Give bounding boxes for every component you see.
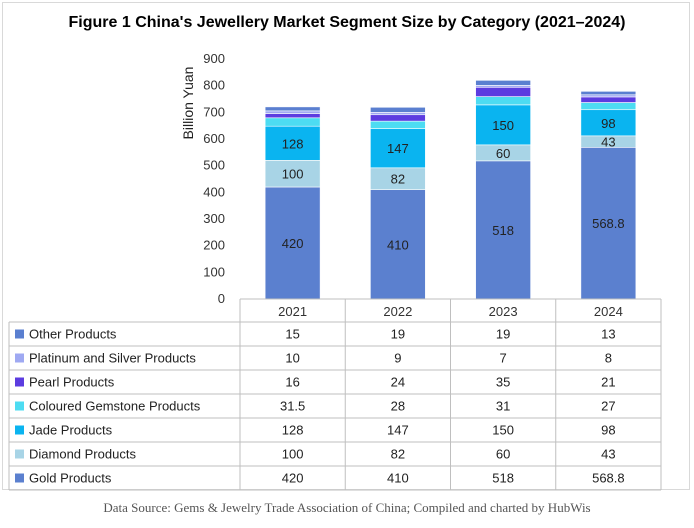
y-tick-label: 200 bbox=[203, 238, 225, 253]
bar-segment bbox=[264, 110, 321, 114]
table-cell: 9 bbox=[394, 351, 401, 366]
legend-swatch bbox=[15, 353, 24, 363]
y-tick-label: 0 bbox=[218, 291, 225, 306]
bar-segment bbox=[264, 117, 321, 127]
legend-swatch bbox=[15, 329, 24, 339]
table-cell: 128 bbox=[282, 423, 304, 438]
table-cell: 98 bbox=[601, 423, 615, 438]
data-label: 568.8 bbox=[592, 216, 625, 231]
table-cell: 13 bbox=[601, 327, 615, 342]
data-table: 2021 2022 2023 2024 Other Products 15 19 19 13 Pl… bbox=[8, 298, 662, 491]
x-tick-label: 2023 bbox=[489, 304, 518, 319]
table-cell: 568.8 bbox=[592, 471, 625, 486]
data-label: 43 bbox=[601, 135, 615, 150]
table-cell: 43 bbox=[601, 447, 615, 462]
bar-segment bbox=[580, 91, 637, 96]
bar-segment bbox=[370, 114, 426, 122]
bar-segment bbox=[475, 96, 531, 106]
bars: 420 100 128 410 82 147 518 60 150 568.8 43 98 bbox=[264, 80, 637, 300]
data-label: 100 bbox=[282, 167, 304, 182]
y-tick-label: 900 bbox=[203, 51, 225, 66]
data-label: 82 bbox=[391, 172, 405, 187]
y-tick-label: 700 bbox=[203, 104, 225, 119]
bar-segment bbox=[264, 106, 321, 112]
bar-segment bbox=[580, 96, 637, 103]
table-cell: 10 bbox=[285, 351, 299, 366]
x-tick-label: 2021 bbox=[278, 304, 307, 319]
legend-label: Gold Products bbox=[29, 471, 112, 486]
y-axis-label: Billion Yuan bbox=[180, 67, 196, 140]
data-label: 98 bbox=[601, 116, 615, 131]
bar-segment bbox=[264, 160, 321, 188]
y-tick-label: 400 bbox=[203, 184, 225, 199]
table-cell: 147 bbox=[387, 423, 409, 438]
stacked-bar-chart: Figure 1 China's Jewellery Market Segmen… bbox=[8, 14, 662, 491]
y-tick-label: 300 bbox=[203, 211, 225, 226]
table-cell: 7 bbox=[500, 351, 507, 366]
table-cell: 150 bbox=[492, 423, 514, 438]
axes: 0 100 200 300 400 500 600 700 800 900 bbox=[203, 51, 225, 306]
y-tick-label: 600 bbox=[203, 131, 225, 146]
bar-segment bbox=[580, 147, 637, 300]
y-tick-label: 800 bbox=[203, 78, 225, 93]
data-label: 60 bbox=[496, 146, 510, 161]
table-cell: 19 bbox=[391, 327, 405, 342]
table-cell: 420 bbox=[282, 471, 304, 486]
table-cell: 410 bbox=[387, 471, 409, 486]
legend-label: Other Products bbox=[29, 327, 117, 342]
data-label: 128 bbox=[282, 136, 304, 151]
table-cell: 35 bbox=[496, 375, 510, 390]
x-tick-label: 2022 bbox=[383, 304, 412, 319]
bar-segment bbox=[370, 112, 426, 116]
table-cell: 28 bbox=[391, 399, 405, 414]
table-cell: 19 bbox=[496, 327, 510, 342]
data-label: 420 bbox=[282, 236, 304, 251]
legend-label: Coloured Gemstone Products bbox=[29, 399, 201, 414]
bar-segment bbox=[264, 113, 321, 119]
data-label: 518 bbox=[492, 223, 514, 238]
table-cell: 100 bbox=[282, 447, 304, 462]
legend-swatch bbox=[15, 473, 24, 483]
legend-swatch bbox=[15, 377, 24, 387]
bar-segment bbox=[264, 186, 321, 300]
data-label: 410 bbox=[387, 237, 409, 252]
table-cell: 60 bbox=[496, 447, 510, 462]
bar-segment bbox=[580, 94, 637, 98]
table-cell: 16 bbox=[285, 375, 299, 390]
legend-label: Diamond Products bbox=[29, 447, 136, 462]
bar-segment bbox=[580, 109, 637, 137]
chart-figure: Figure 1 China's Jewellery Market Segmen… bbox=[2, 2, 690, 491]
table-cell: 31.5 bbox=[280, 399, 305, 414]
bar-segment bbox=[370, 106, 426, 113]
bar-segment bbox=[370, 120, 426, 129]
legend-label: Jade Products bbox=[29, 423, 113, 438]
bar-segment bbox=[475, 80, 531, 86]
table-cell: 518 bbox=[492, 471, 514, 486]
table-cell: 27 bbox=[601, 399, 615, 414]
bar-segment bbox=[370, 128, 426, 169]
bar-segment bbox=[580, 102, 637, 111]
data-label: 147 bbox=[387, 141, 409, 156]
chart-title: Figure 1 China's Jewellery Market Segmen… bbox=[69, 14, 626, 31]
bar-segment bbox=[475, 104, 531, 146]
table-cell: 82 bbox=[391, 447, 405, 462]
y-tick-label: 100 bbox=[203, 264, 225, 279]
table-cell: 21 bbox=[601, 375, 615, 390]
legend-label: Platinum and Silver Products bbox=[29, 351, 196, 366]
table-cell: 31 bbox=[496, 399, 510, 414]
table-cell: 8 bbox=[605, 351, 612, 366]
legend-swatch bbox=[15, 425, 24, 435]
legend-swatch bbox=[15, 401, 24, 411]
table-cell: 15 bbox=[285, 327, 299, 342]
bar-segment bbox=[370, 189, 426, 300]
legend-label: Pearl Products bbox=[29, 375, 115, 390]
legend-swatch bbox=[15, 449, 24, 459]
data-label: 150 bbox=[492, 118, 514, 133]
x-tick-label: 2024 bbox=[594, 304, 623, 319]
source-note: Data Source: Gems & Jewelry Trade Associ… bbox=[103, 500, 591, 515]
bar-segment bbox=[475, 86, 531, 97]
y-tick-label: 500 bbox=[203, 158, 225, 173]
table-cell: 24 bbox=[391, 375, 405, 390]
